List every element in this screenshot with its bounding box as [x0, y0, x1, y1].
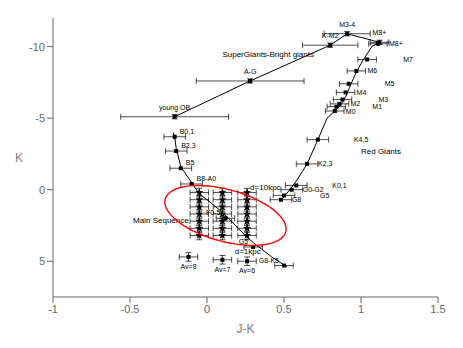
svg-text:SuperGiants-Bright giants: SuperGiants-Bright giants	[222, 50, 314, 59]
svg-text:Av=6: Av=6	[239, 267, 255, 274]
svg-text:M8+: M8+	[373, 29, 387, 36]
svg-text:M7: M7	[403, 56, 413, 63]
svg-text:5: 5	[39, 255, 45, 267]
svg-text:0: 0	[39, 184, 45, 196]
svg-text:G5: G5	[239, 238, 248, 245]
svg-text:young OB: young OB	[159, 104, 190, 112]
svg-text:G8-K5: G8-K5	[259, 257, 279, 264]
svg-text:Red Giants: Red Giants	[361, 147, 401, 156]
svg-text:1: 1	[358, 303, 364, 315]
svg-text:A-G: A-G	[244, 68, 256, 75]
svg-text:K2,3: K2,3	[318, 160, 333, 167]
svg-text:B0,1: B0,1	[180, 128, 195, 135]
svg-text:M2: M2	[350, 100, 360, 107]
svg-text:M3-4: M3-4	[339, 21, 355, 28]
svg-text:1.5: 1.5	[430, 303, 445, 315]
svg-text:J-K: J-K	[237, 322, 255, 336]
svg-text:d=1kpc: d=1kpc	[235, 247, 261, 256]
svg-text:F0-5: F0-5	[206, 209, 221, 216]
svg-text:K4,5: K4,5	[354, 136, 369, 143]
svg-text:B5: B5	[186, 159, 195, 166]
svg-text:G5: G5	[320, 191, 330, 199]
svg-text:d=10kpc: d=10kpc	[250, 183, 280, 192]
svg-text:G8: G8	[292, 196, 301, 203]
svg-text:B2,3: B2,3	[181, 142, 196, 149]
svg-text:0: 0	[204, 303, 210, 315]
svg-text:M3: M3	[379, 96, 389, 103]
svg-text:B8-A0: B8-A0	[197, 175, 217, 182]
svg-text:Main Sequence: Main Sequence	[133, 215, 189, 225]
svg-text:M5: M5	[385, 80, 395, 87]
svg-text:M0: M0	[346, 108, 356, 115]
svg-text:M1: M1	[372, 103, 382, 110]
svg-text:Av=8: Av=8	[181, 263, 197, 270]
svg-text:K-M2: K-M2	[322, 32, 339, 39]
svg-text:0.5: 0.5	[276, 303, 291, 315]
svg-text:-5: -5	[35, 112, 45, 124]
svg-text:K0,1: K0,1	[332, 182, 347, 189]
svg-text:Av=7: Av=7	[214, 266, 230, 273]
svg-text:G0-G2: G0-G2	[303, 186, 324, 193]
svg-text:M6: M6	[367, 67, 377, 74]
svg-text:K: K	[15, 151, 23, 165]
svg-text:-0.5: -0.5	[121, 303, 140, 315]
svg-text:-1: -1	[48, 303, 58, 315]
svg-text:M4: M4	[357, 89, 367, 96]
svg-text:-10: -10	[29, 41, 45, 53]
svg-text:M8+: M8+	[389, 40, 403, 47]
